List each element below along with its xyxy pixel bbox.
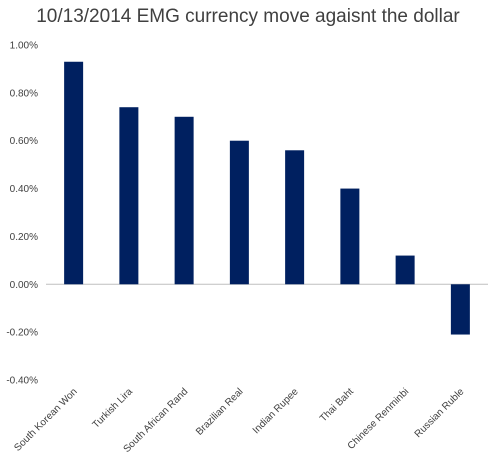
y-axis-ticks: 1.00% 0.80% 0.60% 0.40% 0.20% 0.00% -0.20% -0.4…: [6, 41, 38, 387]
x-category-label: Indian Rupee: [251, 386, 301, 436]
y-tick-label: 0.20%: [10, 232, 38, 243]
bar: [285, 150, 305, 285]
bar: [64, 61, 84, 285]
y-tick-label: 0.60%: [10, 136, 38, 147]
bar: [450, 284, 470, 335]
y-tick-label: 0.00%: [10, 280, 38, 291]
bar: [229, 140, 249, 285]
x-category-label: Turkish Lira: [91, 386, 136, 431]
x-category-label: Brazilian Real: [194, 386, 245, 437]
y-tick-label: 0.40%: [10, 184, 38, 195]
chart-title: 10/13/2014 EMG currency move agaisnt the…: [36, 6, 460, 27]
y-tick-label: 0.80%: [10, 88, 38, 99]
y-tick-label: -0.20%: [6, 328, 38, 339]
bar: [395, 255, 415, 285]
bar: [119, 107, 139, 285]
bar: [174, 116, 194, 285]
y-tick-label: -0.40%: [6, 376, 38, 387]
x-category-label: Russian Ruble: [413, 386, 467, 440]
bars: [64, 61, 470, 335]
y-tick-label: 1.00%: [10, 41, 38, 52]
x-category-label: Thai Baht: [318, 386, 356, 424]
bar: [340, 188, 360, 285]
x-category-label: Chinese Renminbi: [346, 386, 412, 452]
x-category-label: South Korean Won: [12, 386, 79, 453]
